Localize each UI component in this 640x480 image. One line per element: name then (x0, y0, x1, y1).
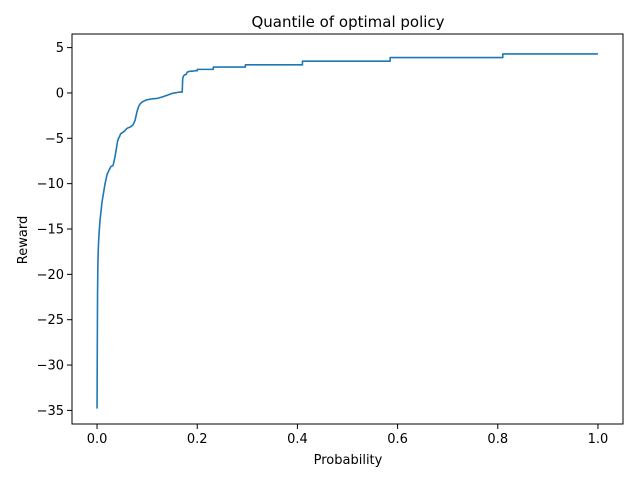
y-tick-label: −20 (37, 268, 64, 283)
chart-title: Quantile of optimal policy (251, 13, 444, 31)
y-tick-label: −5 (45, 132, 64, 147)
x-axis-label: Probability (314, 453, 383, 468)
y-tick-label: 0 (56, 86, 64, 101)
x-tick-label: 0.0 (87, 432, 108, 447)
y-tick-label: −25 (37, 313, 64, 328)
x-axis: 0.0 0.2 0.4 0.6 0.8 1.0 (87, 424, 609, 447)
y-tick-label: −10 (37, 177, 64, 192)
y-axis-label: Reward (16, 216, 31, 264)
y-tick-label: −15 (37, 223, 64, 238)
y-tick-label: −35 (37, 404, 64, 419)
plot-area (96, 53, 598, 409)
x-tick-label: 0.4 (287, 432, 308, 447)
y-axis: 5 0 −5 −10 −15 −20 −25 −30 −35 (37, 41, 72, 419)
y-tick-label: −30 (37, 359, 64, 374)
x-tick-label: 0.8 (487, 432, 508, 447)
x-tick-label: 1.0 (588, 432, 609, 447)
y-tick-label: 5 (56, 41, 64, 56)
x-tick-label: 0.2 (187, 432, 208, 447)
plot-frame (71, 33, 624, 425)
x-tick-label: 0.6 (387, 432, 408, 447)
series-line-0 (96, 53, 598, 409)
